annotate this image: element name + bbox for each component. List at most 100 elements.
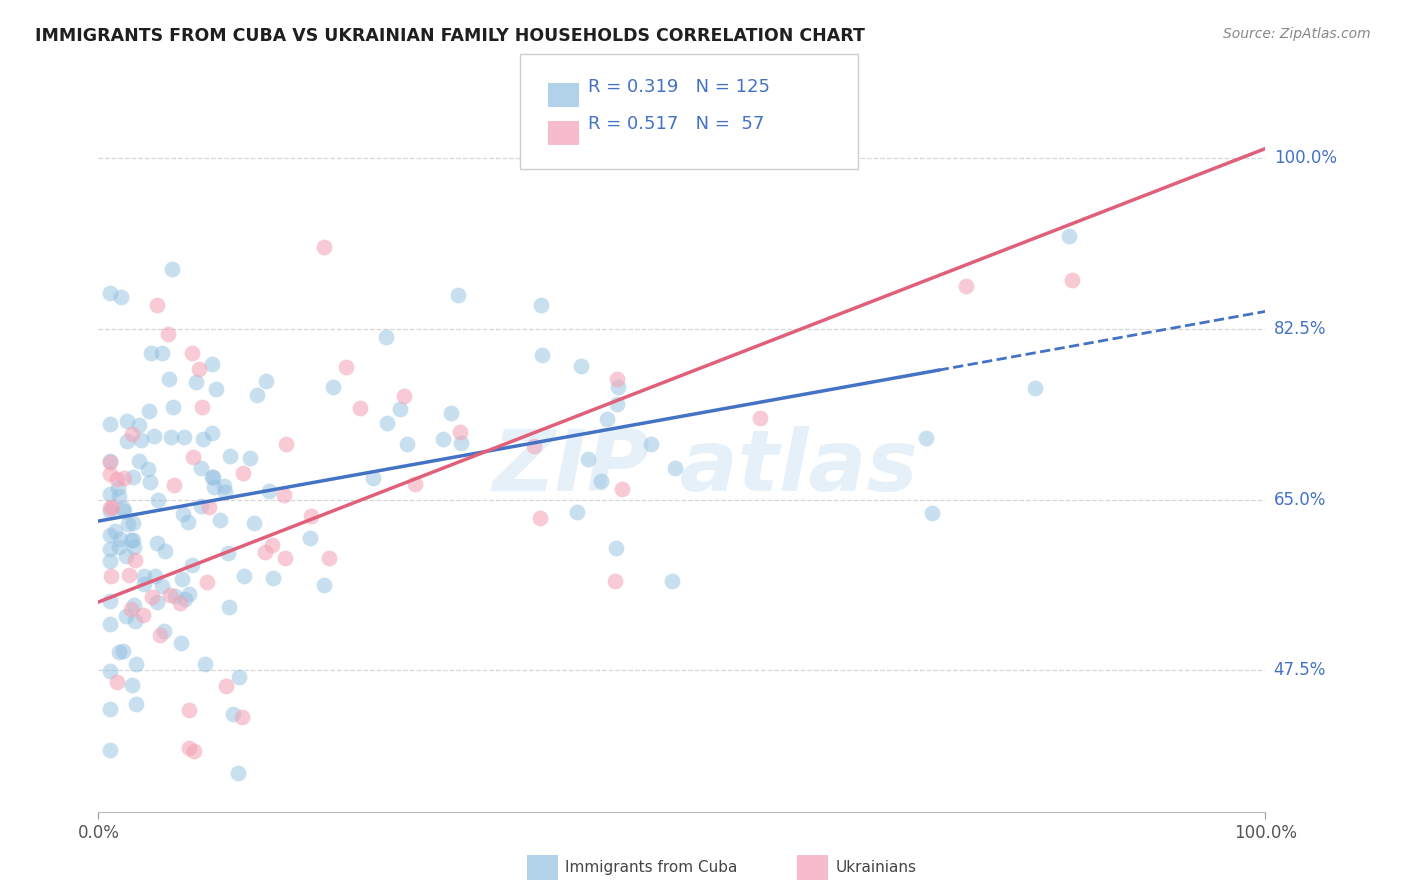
Point — [202, 480, 225, 494]
Point — [190, 401, 212, 415]
Point — [139, 475, 162, 490]
Point — [201, 357, 224, 371]
Point — [139, 346, 162, 360]
Point — [117, 517, 139, 532]
Point — [110, 290, 132, 304]
Point — [98, 554, 121, 568]
Text: Immigrants from Cuba: Immigrants from Cuba — [565, 861, 738, 875]
Point — [98, 527, 121, 541]
Point — [322, 380, 344, 394]
Point — [146, 536, 169, 550]
Point — [153, 544, 176, 558]
Point — [157, 372, 180, 386]
Point — [254, 374, 277, 388]
Point — [193, 657, 215, 671]
Point — [432, 432, 454, 446]
Point — [607, 380, 630, 394]
Point — [314, 578, 336, 592]
Point — [349, 401, 371, 415]
Point — [172, 507, 194, 521]
Point — [209, 513, 232, 527]
Point — [606, 396, 628, 410]
Point — [232, 467, 254, 481]
Point — [108, 533, 131, 547]
Point — [180, 346, 202, 360]
Point — [392, 389, 415, 403]
Point — [914, 431, 936, 445]
Point — [596, 412, 619, 426]
Point — [273, 487, 295, 501]
Point — [98, 467, 121, 481]
Point — [228, 766, 250, 780]
Point — [664, 461, 686, 475]
Point — [187, 362, 209, 376]
Point — [98, 487, 121, 501]
Point — [111, 501, 134, 516]
Point — [610, 483, 633, 497]
Point — [163, 478, 186, 492]
Point — [395, 436, 418, 450]
Point — [1059, 229, 1081, 244]
Point — [122, 598, 145, 612]
Point — [180, 558, 202, 573]
Point — [173, 430, 195, 444]
Point — [124, 615, 146, 629]
Point — [274, 550, 297, 565]
Point — [955, 279, 977, 293]
Point — [120, 602, 142, 616]
Point — [115, 414, 138, 428]
Point — [1024, 381, 1046, 395]
Point — [98, 454, 121, 468]
Point — [160, 430, 183, 444]
Point — [107, 645, 129, 659]
Point — [449, 425, 471, 439]
Point — [388, 401, 411, 416]
Point — [98, 594, 121, 608]
Text: IMMIGRANTS FROM CUBA VS UKRAINIAN FAMILY HOUSEHOLDS CORRELATION CHART: IMMIGRANTS FROM CUBA VS UKRAINIAN FAMILY… — [35, 27, 865, 45]
Point — [239, 450, 262, 465]
Point — [143, 569, 166, 583]
Point — [138, 404, 160, 418]
Point — [257, 484, 280, 499]
Point — [134, 577, 156, 591]
Point — [228, 670, 250, 684]
Point — [201, 470, 224, 484]
Point — [101, 500, 124, 515]
Point — [232, 569, 254, 583]
Point — [125, 657, 148, 672]
Point — [605, 372, 627, 386]
Text: Ukrainians: Ukrainians — [835, 861, 917, 875]
Point — [184, 375, 207, 389]
Point — [218, 599, 240, 614]
Point — [98, 454, 121, 468]
Point — [105, 472, 128, 486]
Point — [299, 531, 322, 545]
Point — [169, 596, 191, 610]
Point — [98, 702, 121, 716]
Point — [159, 588, 181, 602]
Point — [112, 643, 135, 657]
Point — [98, 285, 121, 300]
Point — [146, 595, 169, 609]
Point — [108, 489, 131, 503]
Point — [122, 469, 145, 483]
Point — [121, 678, 143, 692]
Point — [605, 541, 627, 555]
Point — [177, 515, 200, 529]
Point — [183, 744, 205, 758]
Point — [591, 475, 613, 489]
Point — [105, 674, 128, 689]
Point — [108, 540, 131, 554]
Point — [115, 609, 138, 624]
Point — [212, 479, 235, 493]
Text: R = 0.319   N = 125: R = 0.319 N = 125 — [588, 78, 769, 95]
Point — [214, 485, 236, 500]
Point — [312, 240, 335, 254]
Point — [181, 450, 204, 464]
Point — [246, 387, 269, 401]
Point — [177, 741, 200, 756]
Point — [98, 664, 121, 678]
Point — [170, 572, 193, 586]
Point — [569, 359, 592, 373]
Point — [146, 493, 169, 508]
